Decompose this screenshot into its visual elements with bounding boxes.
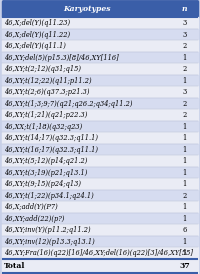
Bar	[2, 247, 198, 259]
Text: 46,X;del(Y)(q11.1): 46,X;del(Y)(q11.1)	[4, 42, 66, 50]
Text: 2: 2	[182, 42, 187, 50]
Text: 2: 2	[182, 65, 187, 73]
Text: 2: 2	[182, 111, 187, 119]
Text: 1: 1	[182, 157, 187, 165]
Bar	[2, 41, 198, 52]
Text: 3: 3	[182, 19, 187, 27]
Text: 46,XY;add(22)(p?): 46,XY;add(22)(p?)	[4, 215, 64, 222]
Text: 46,X;del(Y)(q11.23): 46,X;del(Y)(q11.23)	[4, 19, 70, 27]
Bar	[2, 75, 198, 86]
Text: 46,XY;Fra(16)(q22)[16]/46,XY;del(16)(q22)[3]/46,XY[55]: 46,XY;Fra(16)(q22)[16]/46,XY;del(16)(q22…	[4, 249, 193, 257]
Bar	[2, 190, 198, 201]
Text: Total: Total	[4, 262, 25, 270]
Bar	[2, 64, 198, 75]
Text: 1: 1	[182, 180, 187, 188]
Text: 2: 2	[182, 192, 187, 200]
Bar	[2, 144, 198, 155]
Text: 46,X;add(Y)(P7): 46,X;add(Y)(P7)	[4, 203, 58, 211]
Text: 46,X;del(Y)(q11.22): 46,X;del(Y)(q11.22)	[4, 31, 70, 39]
Text: 1: 1	[182, 134, 187, 142]
Bar	[2, 224, 198, 236]
Bar	[2, 86, 198, 98]
Text: 1: 1	[182, 54, 187, 62]
Text: 3: 3	[182, 88, 187, 96]
Bar	[2, 155, 198, 167]
Text: 3: 3	[182, 31, 187, 39]
Bar	[2, 29, 198, 41]
Text: 1: 1	[182, 238, 187, 246]
Text: 46,XY;t(3;19)(p21;q13.1): 46,XY;t(3;19)(p21;q13.1)	[4, 169, 87, 177]
Bar	[2, 259, 198, 273]
Text: 2: 2	[182, 100, 187, 108]
Text: 1: 1	[182, 146, 187, 154]
Bar	[2, 178, 198, 190]
Text: 46,XY;inv(12)(p13.3;q13.1): 46,XY;inv(12)(p13.3;q13.1)	[4, 238, 95, 246]
Text: 1: 1	[182, 169, 187, 177]
Text: 46,XY;t(2;6)(q37.3;p21.3): 46,XY;t(2;6)(q37.3;p21.3)	[4, 88, 90, 96]
Text: 46,XY;del(5)(p15.3)[8]/46,XY[116]: 46,XY;del(5)(p15.3)[8]/46,XY[116]	[4, 54, 119, 62]
Text: 46,XY;t(16;17)(q32.3;q11.1): 46,XY;t(16;17)(q32.3;q11.1)	[4, 146, 98, 154]
Text: 46,XY;t(14;17)(q32.3;q11.1): 46,XY;t(14;17)(q32.3;q11.1)	[4, 134, 98, 142]
Bar	[2, 167, 198, 178]
Text: 1: 1	[182, 203, 187, 211]
Text: 46,XY;t(9;15)(p24;q13): 46,XY;t(9;15)(p24;q13)	[4, 180, 81, 188]
Bar	[2, 236, 198, 247]
Bar	[2, 109, 198, 121]
Text: 1: 1	[182, 77, 187, 85]
Bar	[2, 132, 198, 144]
Text: 46,XX;t(1;18)(q32;q23): 46,XX;t(1;18)(q32;q23)	[4, 123, 82, 131]
Text: n: n	[182, 5, 187, 13]
Bar	[2, 121, 198, 132]
Text: 6: 6	[182, 226, 187, 234]
Text: 46,XY;t(2;12)(q31;q15): 46,XY;t(2;12)(q31;q15)	[4, 65, 81, 73]
Bar	[2, 1, 198, 18]
Bar	[2, 18, 198, 29]
Bar	[2, 98, 198, 109]
Text: 1: 1	[182, 123, 187, 131]
Text: 1: 1	[182, 249, 187, 257]
Text: 46,XY;t(1;3;9;7)(q21;q26.2;q34;q11.2): 46,XY;t(1;3;9;7)(q21;q26.2;q34;q11.2)	[4, 100, 132, 108]
Bar	[2, 201, 198, 213]
Bar	[2, 213, 198, 224]
Bar	[2, 52, 198, 64]
Text: 46,XY;t(1;22)(p34.1;q24.1): 46,XY;t(1;22)(p34.1;q24.1)	[4, 192, 94, 200]
Text: 46,XY;t(5;12)(p14;q21.2): 46,XY;t(5;12)(p14;q21.2)	[4, 157, 87, 165]
Text: 37: 37	[179, 262, 190, 270]
Text: Karyotypes: Karyotypes	[63, 5, 110, 13]
Text: 46,XY;inv(Y)(p11.2;q11.2): 46,XY;inv(Y)(p11.2;q11.2)	[4, 226, 91, 234]
Text: 46,XY;t(12;22)(q11;p11.2): 46,XY;t(12;22)(q11;p11.2)	[4, 77, 92, 85]
Text: 1: 1	[182, 215, 187, 222]
Text: 46,XY;t(1;21)(q21;p22.3): 46,XY;t(1;21)(q21;p22.3)	[4, 111, 87, 119]
